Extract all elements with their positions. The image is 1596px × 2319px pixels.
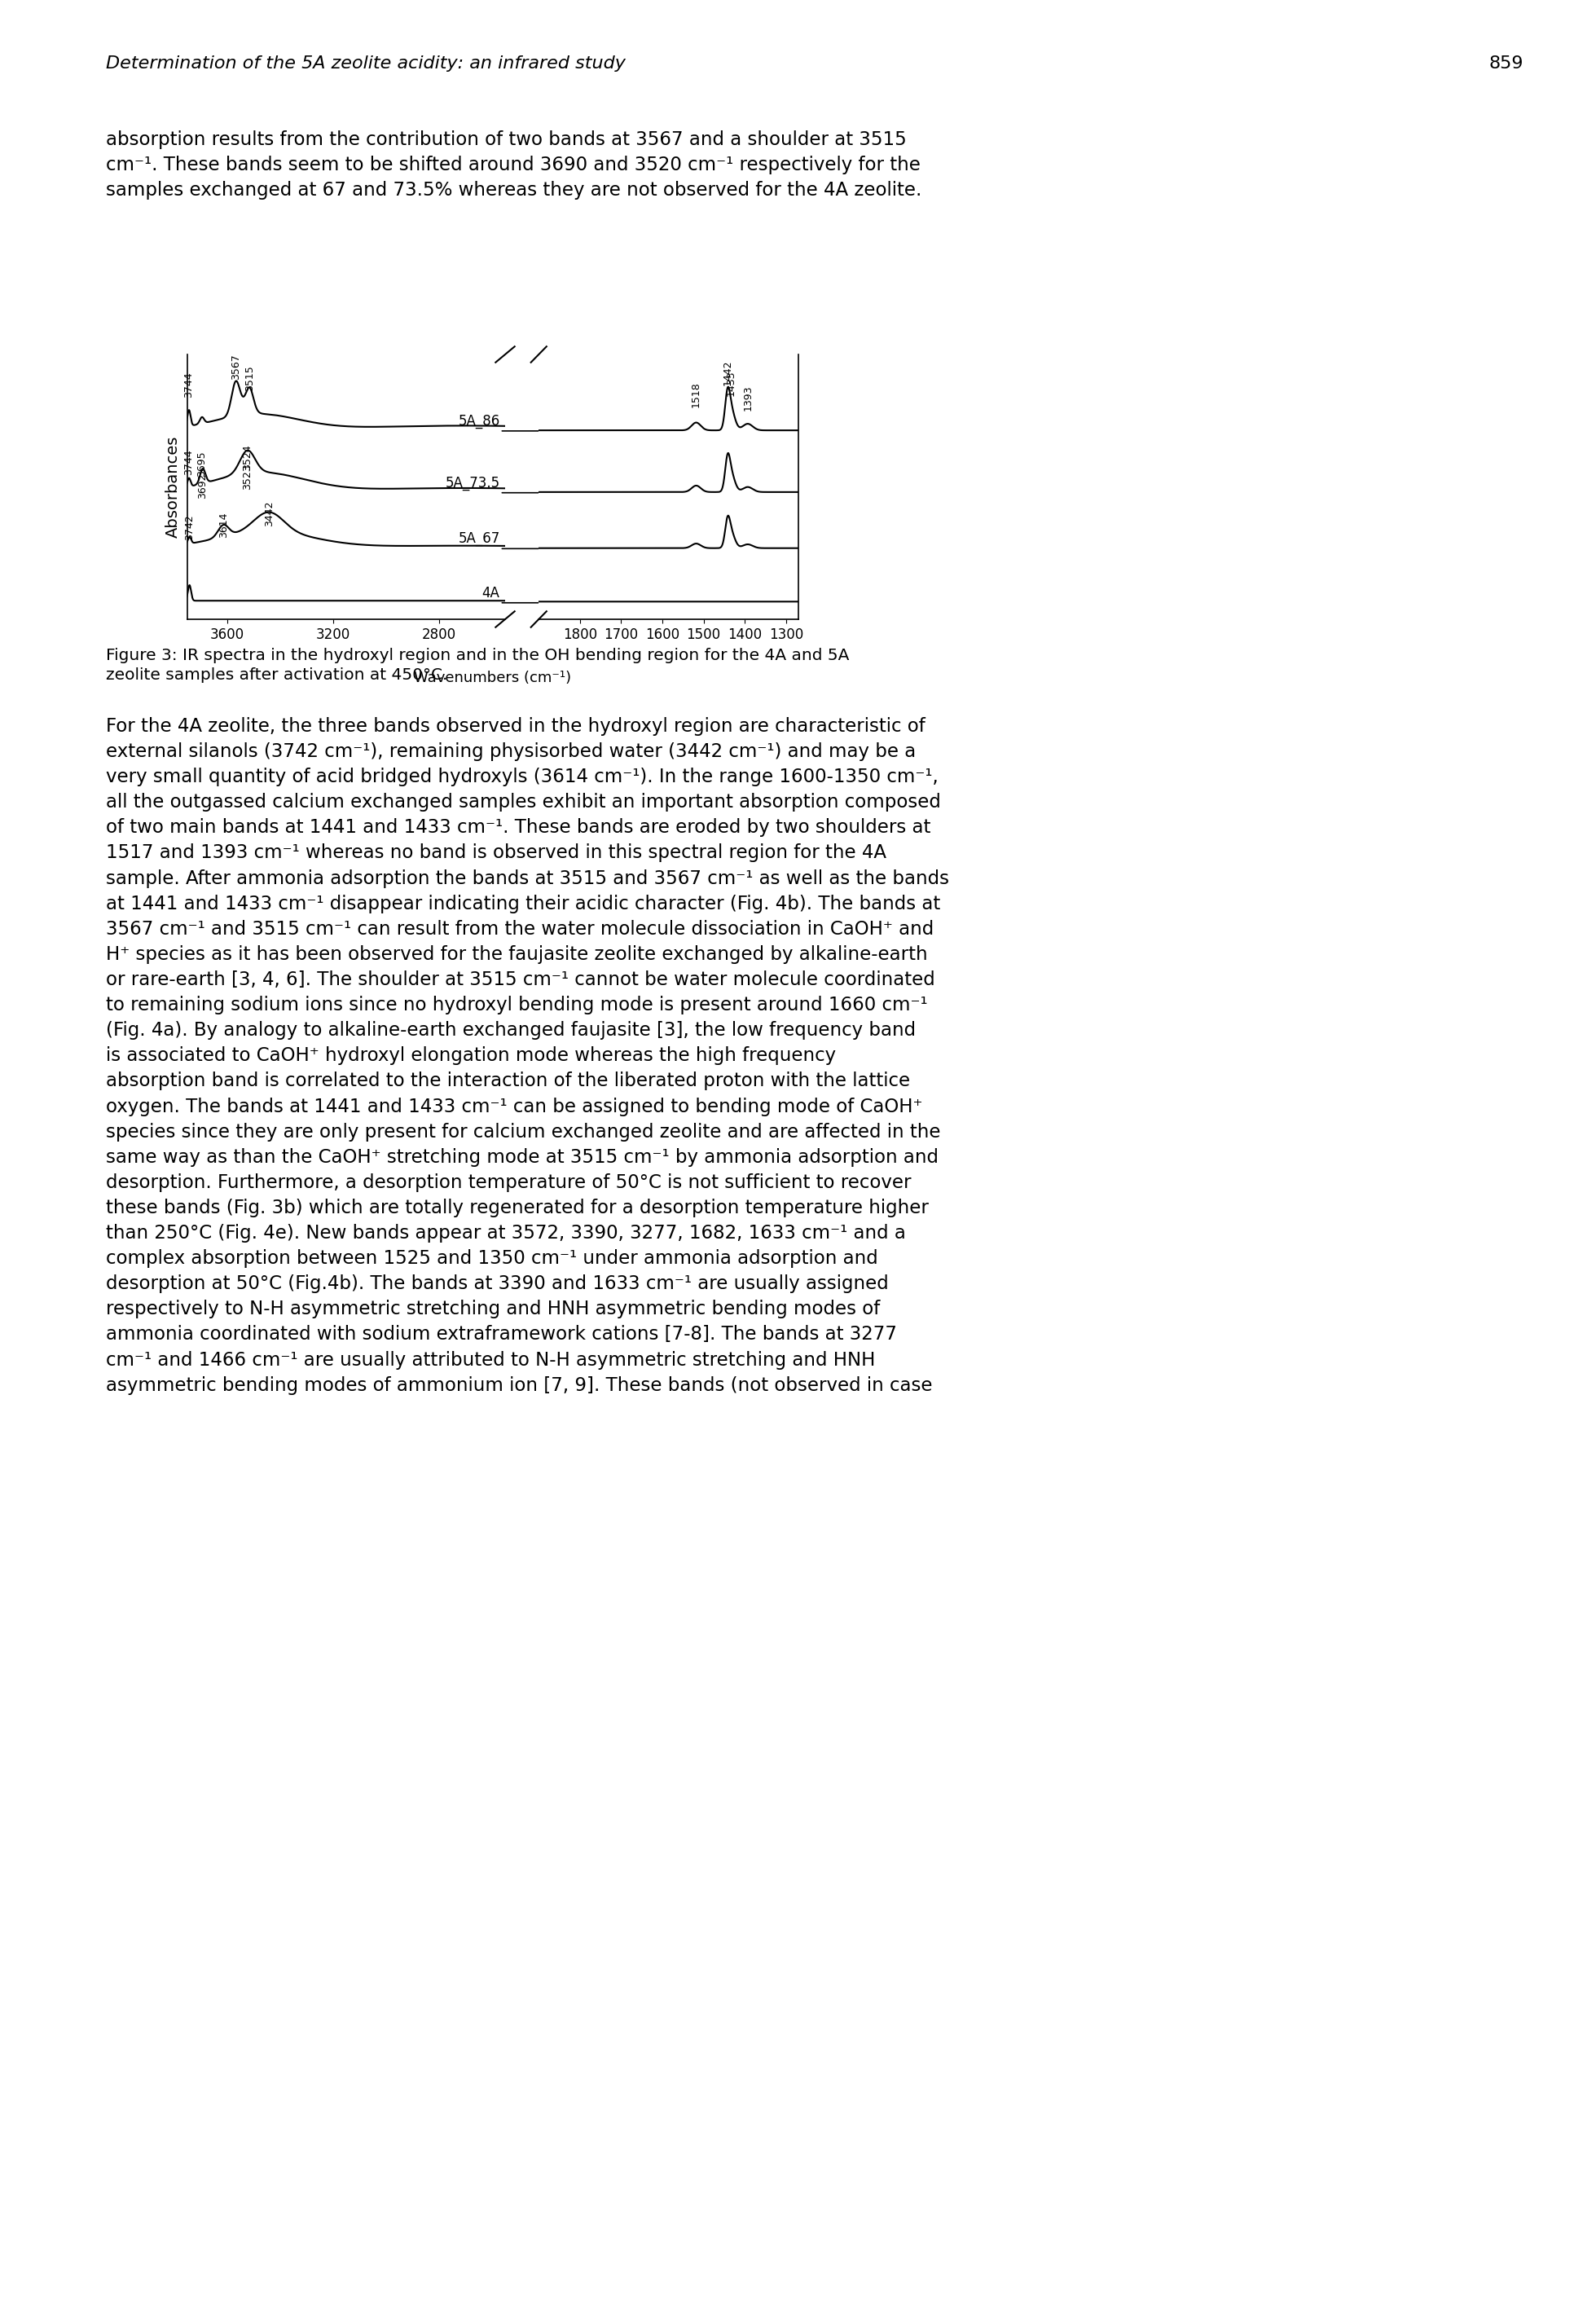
Text: 1442: 1442 <box>723 359 733 385</box>
Text: 1518: 1518 <box>691 383 702 408</box>
Text: For the 4A zeolite, the three bands observed in the hydroxyl region are characte: For the 4A zeolite, the three bands obse… <box>105 717 950 1394</box>
Text: 3567: 3567 <box>230 355 241 380</box>
Text: 5A_67: 5A_67 <box>458 531 500 547</box>
Text: 3742: 3742 <box>184 515 195 540</box>
Text: 1433: 1433 <box>726 371 736 397</box>
Text: 4A: 4A <box>482 587 500 601</box>
Text: 3524: 3524 <box>243 445 252 471</box>
Text: 3515: 3515 <box>244 366 255 392</box>
Text: Figure 3: IR spectra in the hydroxyl region and in the OH bending region for the: Figure 3: IR spectra in the hydroxyl reg… <box>105 647 849 684</box>
Text: 3744: 3744 <box>184 450 195 475</box>
Text: Determination of the 5A zeolite acidity: an infrared study: Determination of the 5A zeolite acidity:… <box>105 56 626 72</box>
Text: 5A_73.5: 5A_73.5 <box>445 475 500 489</box>
Text: 3523: 3523 <box>243 464 252 489</box>
Text: 3695: 3695 <box>196 452 207 478</box>
Text: 3442: 3442 <box>263 501 275 526</box>
Text: absorption results from the contribution of two bands at 3567 and a shoulder at : absorption results from the contribution… <box>105 130 922 199</box>
Text: 5A_86: 5A_86 <box>458 413 500 429</box>
Y-axis label: Absorbances: Absorbances <box>164 436 180 538</box>
Text: 3692: 3692 <box>198 473 207 499</box>
Text: 3614: 3614 <box>219 512 228 538</box>
Text: 859: 859 <box>1489 56 1524 72</box>
Text: 1393: 1393 <box>742 385 753 410</box>
Text: Wavenumbers (cm⁻¹): Wavenumbers (cm⁻¹) <box>415 670 571 684</box>
Text: 3744: 3744 <box>184 371 195 397</box>
